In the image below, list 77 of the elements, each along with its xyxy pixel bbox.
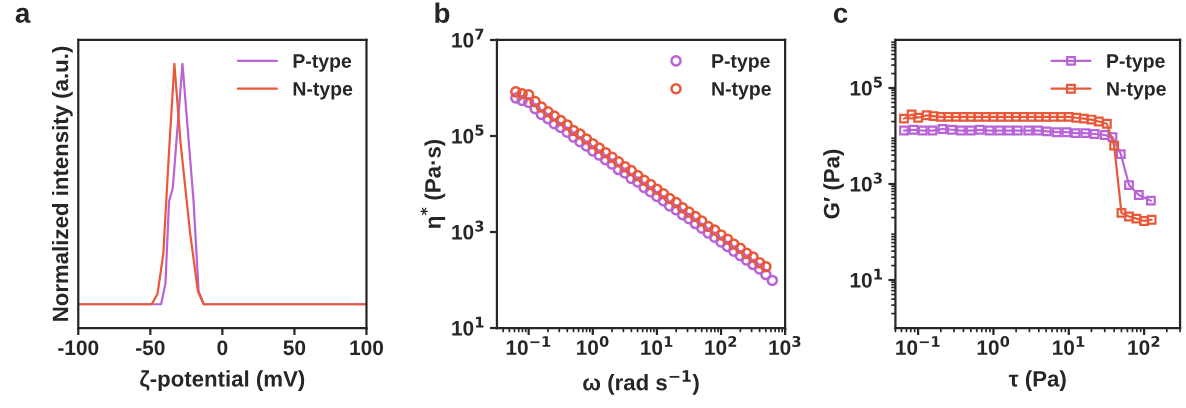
point: [599, 146, 612, 159]
point: [721, 233, 734, 245]
point: [542, 105, 554, 118]
chart-title: a: [15, 7, 31, 23]
point: [740, 247, 753, 260]
x-tick-label: 10$^{1}$: [1053, 336, 1085, 355]
x-tick-label: -50: [136, 340, 165, 356]
x-axis-title: ζ-potential (mV): [140, 370, 305, 392]
point: [587, 137, 599, 150]
point: [676, 202, 689, 214]
legend-label: N-type: [293, 82, 353, 100]
legend-label: P-type: [1107, 54, 1165, 72]
point: [715, 229, 727, 241]
point: [625, 164, 638, 177]
point: [516, 87, 528, 100]
point: [670, 196, 682, 209]
point: [535, 101, 548, 113]
y-tick-label: 10$^{1}$: [452, 316, 484, 336]
y-axis-title: G′ (Pa): [823, 149, 844, 219]
point: [734, 242, 747, 254]
point: [574, 128, 586, 140]
point: [651, 183, 663, 195]
point: [522, 89, 535, 101]
x-tick-label: 10$^{2}$: [1128, 335, 1160, 355]
legend-label: P-type: [293, 54, 352, 72]
x-tick-label: -100: [58, 340, 99, 356]
legend-label: N-type: [1107, 82, 1166, 100]
x-tick-label: 50: [283, 340, 306, 356]
x-tick-label: 10$^{1}$: [641, 336, 673, 355]
point: [529, 95, 541, 108]
chart-title: b: [435, 2, 450, 23]
y-tick-label: 10$^{3}$: [850, 172, 882, 192]
point: [663, 192, 676, 205]
x-tick-label: 10$^{−1}$: [506, 336, 551, 355]
y-tick-label: 10$^{7}$: [452, 28, 484, 48]
x-axis-title: ω (rad s$^{−1}$): [583, 370, 699, 395]
x-tick-label: 100: [350, 340, 383, 356]
point: [727, 238, 740, 250]
point: [708, 224, 721, 236]
x-tick-label: 10$^{0}$: [977, 335, 1010, 355]
point: [510, 86, 522, 98]
point: [760, 260, 772, 273]
y-tick-label: 10$^{5}$: [850, 76, 882, 96]
point: [554, 114, 567, 127]
point: [580, 133, 593, 145]
y-tick-label: 10$^{3}$: [452, 220, 484, 240]
point: [606, 151, 618, 164]
point: [619, 160, 631, 173]
x-tick-label: 10$^{3}$: [769, 335, 801, 355]
point: [747, 251, 759, 263]
point: [753, 256, 766, 269]
x-tick-label: 10$^{2}$: [705, 335, 737, 355]
x-tick-label: 0: [217, 340, 228, 356]
point: [702, 220, 714, 233]
y-tick-label: 10$^{1}$: [850, 268, 882, 288]
point: [689, 210, 702, 223]
point: [766, 274, 779, 287]
point: [657, 187, 670, 200]
point: [548, 110, 561, 122]
x-tick-label: 10$^{−1}$: [896, 336, 940, 355]
point: [561, 119, 573, 131]
point: [644, 178, 657, 191]
point: [638, 174, 650, 186]
x-axis-title: τ (Pa): [1008, 370, 1066, 392]
point: [696, 215, 708, 227]
point: [612, 156, 625, 168]
y-axis-title: Normalized intensity (a.u.): [52, 46, 73, 321]
legend-label: P-type: [712, 54, 770, 72]
x-tick-label: 10$^{0}$: [577, 335, 609, 355]
point: [683, 206, 695, 218]
point: [631, 169, 644, 182]
chart-title: c: [833, 7, 848, 23]
point: [567, 124, 580, 137]
y-axis-title: η$^{*}$ (Pa·s): [420, 139, 446, 229]
legend-label: N-type: [712, 82, 771, 100]
y-tick-label: 10$^{5}$: [452, 124, 484, 144]
point: [593, 142, 605, 154]
